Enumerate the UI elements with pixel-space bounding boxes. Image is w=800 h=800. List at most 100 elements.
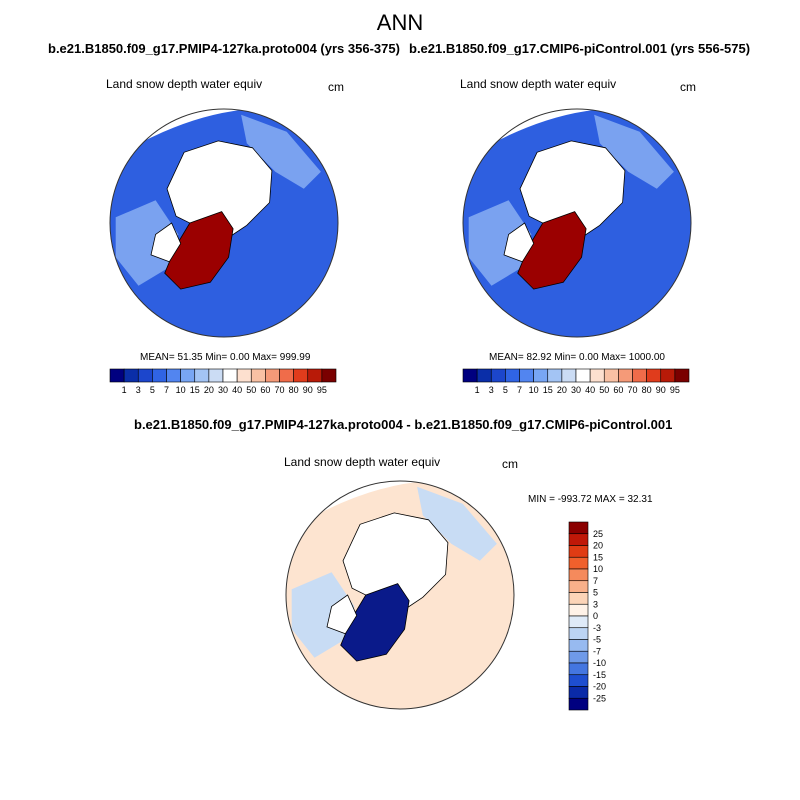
cb1-box-7 (208, 368, 224, 383)
cb1-tick-4: 10 (176, 385, 186, 395)
cb2-tick-6: 20 (557, 385, 567, 395)
cb2-tick-1: 3 (489, 385, 494, 395)
panel2-variable-label: Land snow depth water equiv (460, 77, 617, 91)
cb3-box-3 (568, 556, 589, 570)
cb2-box-7 (561, 368, 577, 383)
page-title: ANN (376, 10, 424, 35)
cb3-box-4 (568, 568, 589, 582)
panel3-stats: MIN = -993.72 MAX = 32.31 (528, 494, 653, 505)
cb1-tick-0: 1 (122, 385, 127, 395)
panel1-variable-label: Land snow depth water equiv (106, 77, 263, 91)
cb1-box-6 (194, 368, 210, 383)
cb3-tick-4: 7 (593, 576, 598, 586)
cb2-tick-4: 10 (529, 385, 539, 395)
panel3-units-label: cm (502, 457, 518, 471)
cb1-box-11 (265, 368, 280, 383)
cb1-box-2 (137, 368, 153, 383)
cb2-box-4 (519, 368, 534, 383)
cb2-tick-13: 90 (656, 385, 666, 395)
cb2-tick-10: 60 (613, 385, 623, 395)
cb1-box-3 (152, 368, 167, 383)
cb3-tick-14: -25 (593, 693, 606, 703)
cb2-box-9 (589, 368, 605, 383)
map3-coastal-region (291, 572, 355, 658)
cb2-box-8 (575, 368, 591, 383)
cb1-box-15 (321, 368, 337, 383)
cb2-tick-9: 50 (599, 385, 609, 395)
cb1-tick-13: 90 (303, 385, 313, 395)
cb1-tick-7: 30 (218, 385, 228, 395)
cb2-tick-12: 80 (642, 385, 652, 395)
cb3-box-5 (568, 580, 589, 593)
cb3-tick-2: 15 (593, 552, 603, 562)
map2-outline (462, 108, 692, 338)
cb2-box-11 (618, 368, 633, 383)
cb1-tick-6: 20 (204, 385, 214, 395)
cb1-tick-12: 80 (289, 385, 299, 395)
cb3-box-0 (568, 521, 589, 535)
cb3-tick-7: 0 (593, 611, 598, 621)
cb1-tick-1: 3 (136, 385, 141, 395)
map1-field (110, 109, 338, 337)
cb2-box-1 (476, 368, 492, 383)
cb3-box-9 (568, 627, 589, 640)
cb1-tick-2: 5 (150, 385, 155, 395)
cb2-box-5 (533, 368, 549, 383)
cb1-tick-3: 7 (164, 385, 169, 395)
cb2-tick-0: 1 (475, 385, 480, 395)
cb2-tick-3: 7 (517, 385, 522, 395)
cb1-tick-10: 60 (260, 385, 270, 395)
cb3-box-15 (568, 697, 589, 711)
panel2-stats: MEAN= 82.92 Min= 0.00 Max= 1000.00 (489, 352, 665, 363)
panel2-case-title: b.e21.B1850.f09_g17.CMIP6-piControl.001 … (409, 41, 751, 56)
cb3-tick-6: 3 (593, 599, 598, 609)
panel1-case-title: b.e21.B1850.f09_g17.PMIP4-127ka.proto004… (48, 41, 400, 56)
cb2-box-10 (603, 368, 619, 383)
cb1-tick-11: 70 (274, 385, 284, 395)
cb1-box-10 (250, 368, 266, 383)
cb3-box-14 (568, 686, 589, 699)
cb2-box-3 (505, 368, 520, 383)
cb1-box-13 (293, 368, 309, 383)
cb3-box-2 (568, 545, 589, 558)
panel3-variable-label: Land snow depth water equiv (284, 455, 441, 469)
cb3-box-6 (568, 592, 589, 605)
cb3-tick-3: 10 (593, 564, 603, 574)
cb2-tick-2: 5 (503, 385, 508, 395)
cb3-box-8 (568, 615, 589, 629)
cb2-box-2 (490, 368, 506, 383)
cb3-tick-10: -7 (593, 646, 601, 656)
cb1-box-12 (279, 368, 294, 383)
cb2-tick-8: 40 (585, 385, 595, 395)
cb3-tick-9: -5 (593, 635, 601, 645)
map3-hudson-bay (326, 594, 358, 635)
cb2-box-6 (547, 368, 563, 383)
cb1-box-14 (307, 368, 323, 383)
cb1-box-8 (222, 368, 238, 383)
panel2-units-label: cm (680, 80, 696, 94)
cb1-tick-8: 40 (232, 385, 242, 395)
cb1-tick-9: 50 (246, 385, 256, 395)
cb2-tick-5: 15 (543, 385, 553, 395)
cb2-box-13 (646, 368, 662, 383)
cb3-tick-12: -15 (593, 670, 606, 680)
cb2-tick-11: 70 (627, 385, 637, 395)
cb3-tick-0: 25 (593, 529, 603, 539)
cb2-box-15 (674, 368, 690, 383)
map2-siberia-region (594, 114, 674, 189)
cb1-box-0 (109, 368, 125, 383)
cb3-box-12 (568, 662, 589, 676)
map1-hudson-bay (150, 222, 182, 263)
cb3-box-10 (568, 639, 589, 652)
cb3-tick-13: -20 (593, 682, 606, 692)
cb1-tick-14: 95 (317, 385, 327, 395)
map1-siberia-region (241, 114, 321, 189)
cb1-box-5 (180, 368, 196, 383)
cb3-box-7 (568, 603, 589, 617)
cb2-box-12 (632, 368, 647, 383)
cb1-tick-5: 15 (190, 385, 200, 395)
panel1-stats: MEAN= 51.35 Min= 0.00 Max= 999.99 (140, 352, 311, 363)
cb3-box-1 (568, 533, 589, 546)
map1-outline (109, 108, 339, 338)
